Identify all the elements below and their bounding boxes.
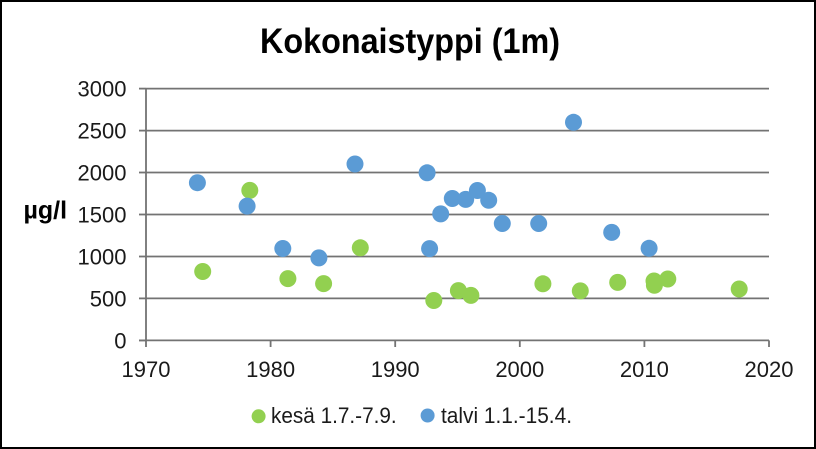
svg-text:1990: 1990: [371, 357, 420, 382]
svg-text:Kokonaistyppi (1m): Kokonaistyppi (1m): [260, 22, 560, 61]
svg-text:2000: 2000: [78, 161, 127, 186]
svg-text:1000: 1000: [78, 245, 127, 270]
svg-text:1980: 1980: [246, 357, 295, 382]
svg-text:1970: 1970: [122, 357, 171, 382]
svg-text:µg/l: µg/l: [24, 197, 68, 225]
svg-text:2020: 2020: [745, 357, 794, 382]
svg-text:0: 0: [114, 328, 126, 353]
svg-text:kesä 1.7.-7.9.: kesä 1.7.-7.9.: [271, 403, 397, 428]
svg-text:1500: 1500: [78, 203, 127, 228]
svg-text:500: 500: [90, 286, 127, 311]
svg-text:2500: 2500: [78, 119, 127, 144]
svg-text:2010: 2010: [620, 357, 669, 382]
svg-text:talvi 1.1.-15.4.: talvi 1.1.-15.4.: [441, 403, 572, 428]
svg-text:2000: 2000: [495, 357, 544, 382]
svg-text:3000: 3000: [78, 77, 127, 102]
